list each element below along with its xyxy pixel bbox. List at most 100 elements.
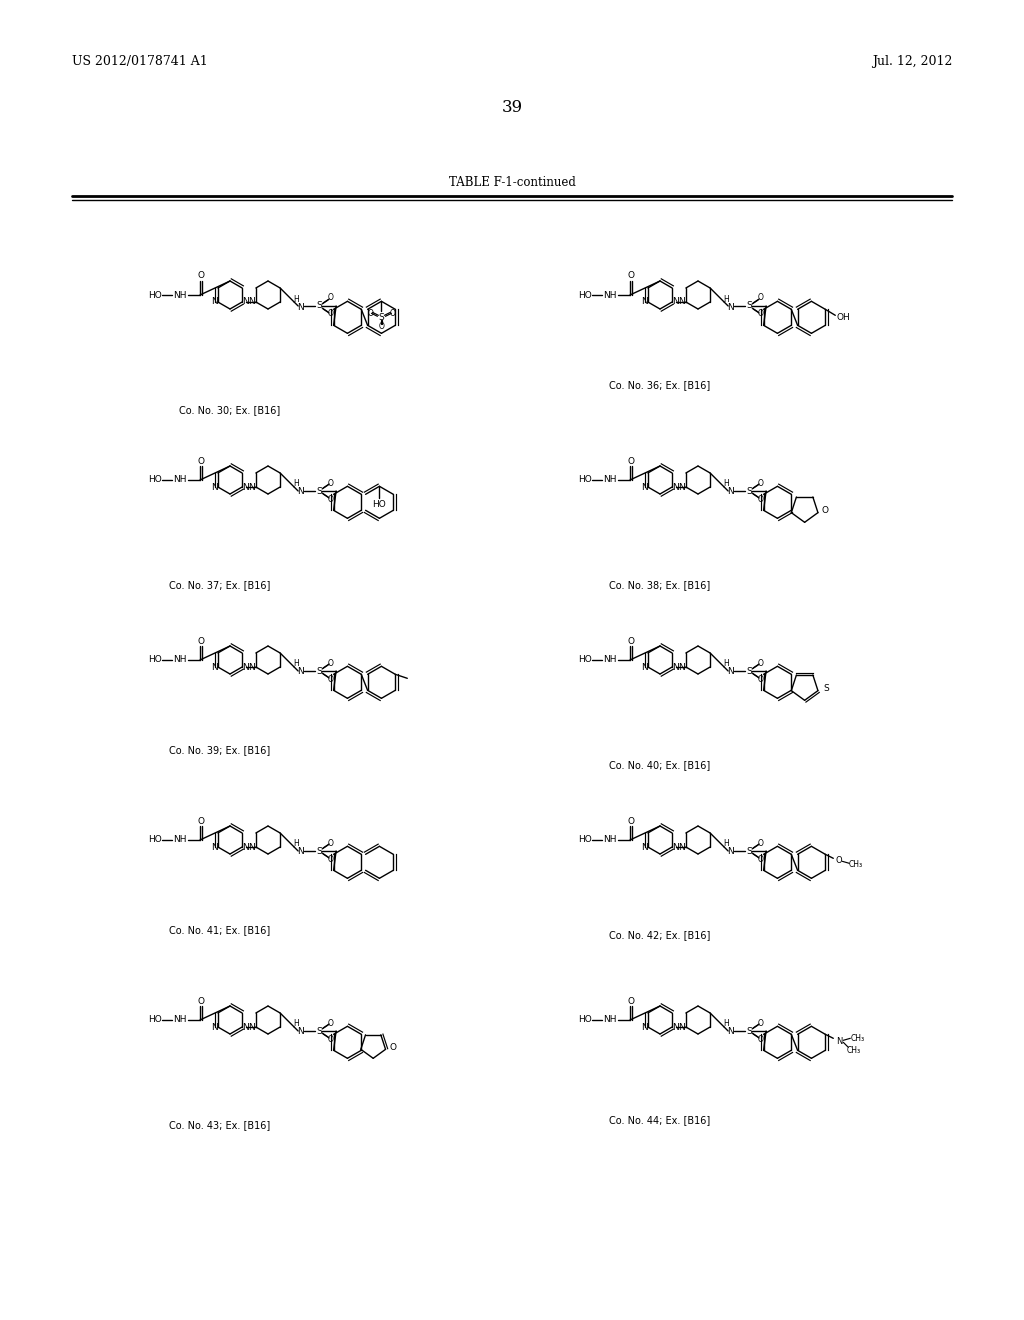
Text: HO: HO (148, 475, 162, 484)
Text: HO: HO (578, 836, 592, 845)
Text: H: H (723, 660, 729, 668)
Text: O: O (757, 1035, 763, 1044)
Text: CH₃: CH₃ (850, 1034, 864, 1043)
Text: NH: NH (173, 475, 186, 484)
Text: O: O (328, 1035, 333, 1044)
Text: O: O (328, 659, 333, 668)
Text: O: O (628, 636, 635, 645)
Text: N: N (297, 668, 303, 676)
Text: TABLE F-1-continued: TABLE F-1-continued (449, 177, 575, 190)
Text: N: N (641, 842, 648, 851)
Text: O: O (328, 495, 333, 503)
Text: NH: NH (603, 656, 616, 664)
Text: O: O (757, 495, 763, 503)
Text: N: N (679, 297, 685, 306)
Text: O: O (198, 997, 205, 1006)
Text: HO: HO (578, 290, 592, 300)
Text: S: S (316, 846, 322, 855)
Text: N: N (672, 663, 679, 672)
Text: N: N (672, 842, 679, 851)
Text: CH₃: CH₃ (848, 859, 862, 869)
Text: H: H (293, 660, 299, 668)
Text: N: N (297, 1027, 303, 1036)
Text: S: S (746, 301, 752, 310)
Text: N: N (297, 487, 303, 496)
Text: H: H (723, 294, 729, 304)
Text: S: S (316, 1027, 322, 1035)
Text: O: O (379, 322, 384, 331)
Text: Co. No. 36; Ex. [B16]: Co. No. 36; Ex. [B16] (609, 380, 711, 389)
Text: N: N (837, 1036, 843, 1045)
Text: S: S (746, 1027, 752, 1035)
Text: O: O (757, 309, 763, 318)
Text: NH: NH (173, 656, 186, 664)
Text: N: N (242, 1023, 249, 1031)
Text: N: N (249, 842, 255, 851)
Text: HO: HO (148, 290, 162, 300)
Text: O: O (368, 309, 374, 318)
Text: N: N (641, 1023, 648, 1031)
Text: N: N (727, 487, 733, 496)
Text: N: N (212, 297, 218, 306)
Text: Co. No. 42; Ex. [B16]: Co. No. 42; Ex. [B16] (609, 931, 711, 940)
Text: O: O (821, 506, 828, 515)
Text: O: O (757, 479, 763, 487)
Text: Co. No. 43; Ex. [B16]: Co. No. 43; Ex. [B16] (169, 1119, 270, 1130)
Text: 39: 39 (502, 99, 522, 116)
Text: O: O (328, 854, 333, 863)
Text: HO: HO (578, 1015, 592, 1024)
Text: N: N (727, 668, 733, 676)
Text: Co. No. 39; Ex. [B16]: Co. No. 39; Ex. [B16] (169, 744, 270, 755)
Text: O: O (328, 675, 333, 684)
Text: NH: NH (173, 836, 186, 845)
Text: NH: NH (173, 1015, 186, 1024)
Text: S: S (746, 487, 752, 495)
Text: S: S (316, 301, 322, 310)
Text: H: H (723, 840, 729, 849)
Text: O: O (757, 1019, 763, 1027)
Text: O: O (757, 293, 763, 302)
Text: N: N (641, 297, 648, 306)
Text: H: H (293, 294, 299, 304)
Text: N: N (641, 483, 648, 491)
Text: HO: HO (148, 836, 162, 845)
Text: N: N (242, 842, 249, 851)
Text: N: N (297, 847, 303, 857)
Text: N: N (212, 842, 218, 851)
Text: O: O (328, 1019, 333, 1027)
Text: H: H (293, 840, 299, 849)
Text: S: S (746, 846, 752, 855)
Text: N: N (727, 847, 733, 857)
Text: N: N (672, 483, 679, 491)
Text: N: N (212, 1023, 218, 1031)
Text: N: N (672, 297, 679, 306)
Text: N: N (242, 297, 249, 306)
Text: O: O (757, 659, 763, 668)
Text: O: O (389, 309, 395, 318)
Text: N: N (672, 1023, 679, 1031)
Text: S: S (316, 667, 322, 676)
Text: O: O (628, 272, 635, 281)
Text: N: N (727, 302, 733, 312)
Text: Jul. 12, 2012: Jul. 12, 2012 (871, 55, 952, 69)
Text: S: S (379, 313, 384, 322)
Text: N: N (297, 302, 303, 312)
Text: H: H (293, 479, 299, 488)
Text: NH: NH (173, 290, 186, 300)
Text: O: O (328, 838, 333, 847)
Text: O: O (328, 293, 333, 302)
Text: CH₃: CH₃ (846, 1045, 860, 1055)
Text: NH: NH (603, 290, 616, 300)
Text: HO: HO (148, 656, 162, 664)
Text: N: N (641, 663, 648, 672)
Text: N: N (249, 1023, 255, 1031)
Text: O: O (198, 636, 205, 645)
Text: N: N (727, 1027, 733, 1036)
Text: Co. No. 41; Ex. [B16]: Co. No. 41; Ex. [B16] (169, 925, 270, 935)
Text: NH: NH (603, 836, 616, 845)
Text: N: N (679, 663, 685, 672)
Text: O: O (757, 838, 763, 847)
Text: HO: HO (148, 1015, 162, 1024)
Text: HO: HO (373, 500, 386, 508)
Text: HO: HO (578, 475, 592, 484)
